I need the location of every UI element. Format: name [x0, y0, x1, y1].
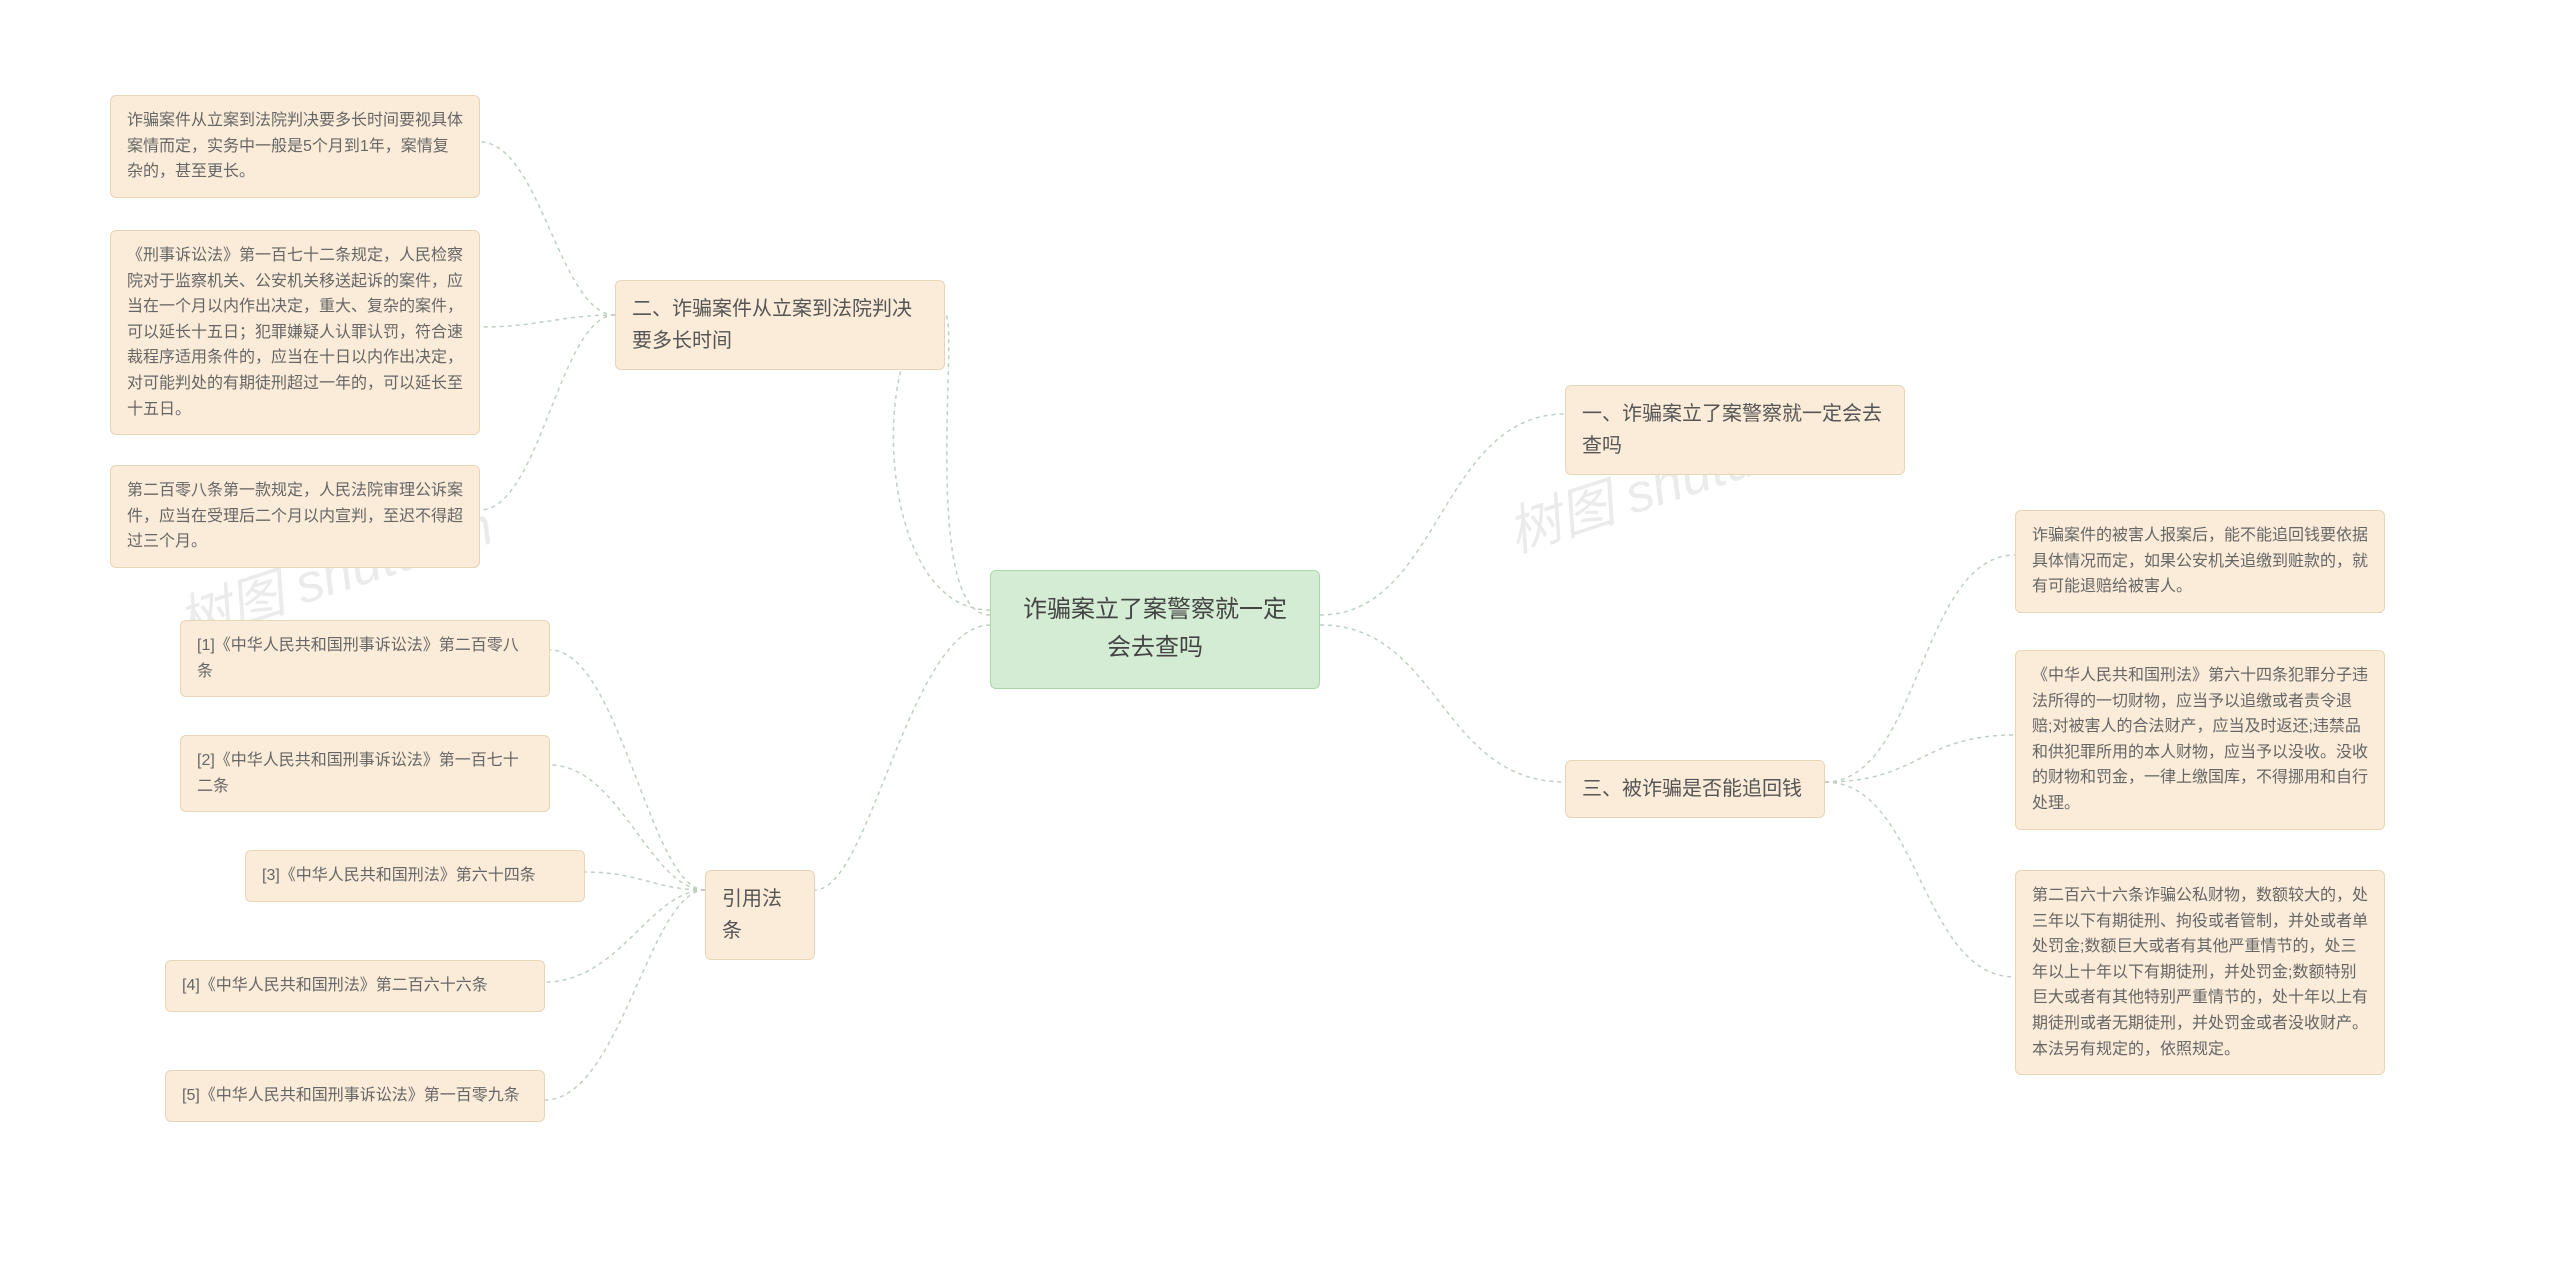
leaf-l2a: 诈骗案件从立案到法院判决要多长时间要视具体案情而定，实务中一般是5个月到1年，案…	[110, 95, 480, 198]
central-node: 诈骗案立了案警察就一定会去查吗	[990, 570, 1320, 689]
branch-left-2: 二、诈骗案件从立案到法院判决要多长时间	[615, 280, 945, 370]
branch-right-1: 一、诈骗案立了案警察就一定会去查吗	[1565, 385, 1905, 475]
branch-left-ref: 引用法条	[705, 870, 815, 960]
leaf-ref4: [4]《中华人民共和国刑法》第二百六十六条	[165, 960, 545, 1012]
leaf-ref5: [5]《中华人民共和国刑事诉讼法》第一百零九条	[165, 1070, 545, 1122]
leaf-ref2: [2]《中华人民共和国刑事诉讼法》第一百七十二条	[180, 735, 550, 812]
leaf-l2b: 《刑事诉讼法》第一百七十二条规定，人民检察院对于监察机关、公安机关移送起诉的案件…	[110, 230, 480, 435]
leaf-ref1: [1]《中华人民共和国刑事诉讼法》第二百零八条	[180, 620, 550, 697]
leaf-ref3: [3]《中华人民共和国刑法》第六十四条	[245, 850, 585, 902]
branch-right-3: 三、被诈骗是否能追回钱	[1565, 760, 1825, 818]
leaf-r3c: 第二百六十六条诈骗公私财物，数额较大的，处三年以下有期徒刑、拘役或者管制，并处或…	[2015, 870, 2385, 1075]
leaf-l2c: 第二百零八条第一款规定，人民法院审理公诉案件，应当在受理后二个月以内宣判，至迟不…	[110, 465, 480, 568]
leaf-r3b: 《中华人民共和国刑法》第六十四条犯罪分子违法所得的一切财物，应当予以追缴或者责令…	[2015, 650, 2385, 830]
leaf-r3a: 诈骗案件的被害人报案后，能不能追回钱要依据具体情况而定，如果公安机关追缴到赃款的…	[2015, 510, 2385, 613]
